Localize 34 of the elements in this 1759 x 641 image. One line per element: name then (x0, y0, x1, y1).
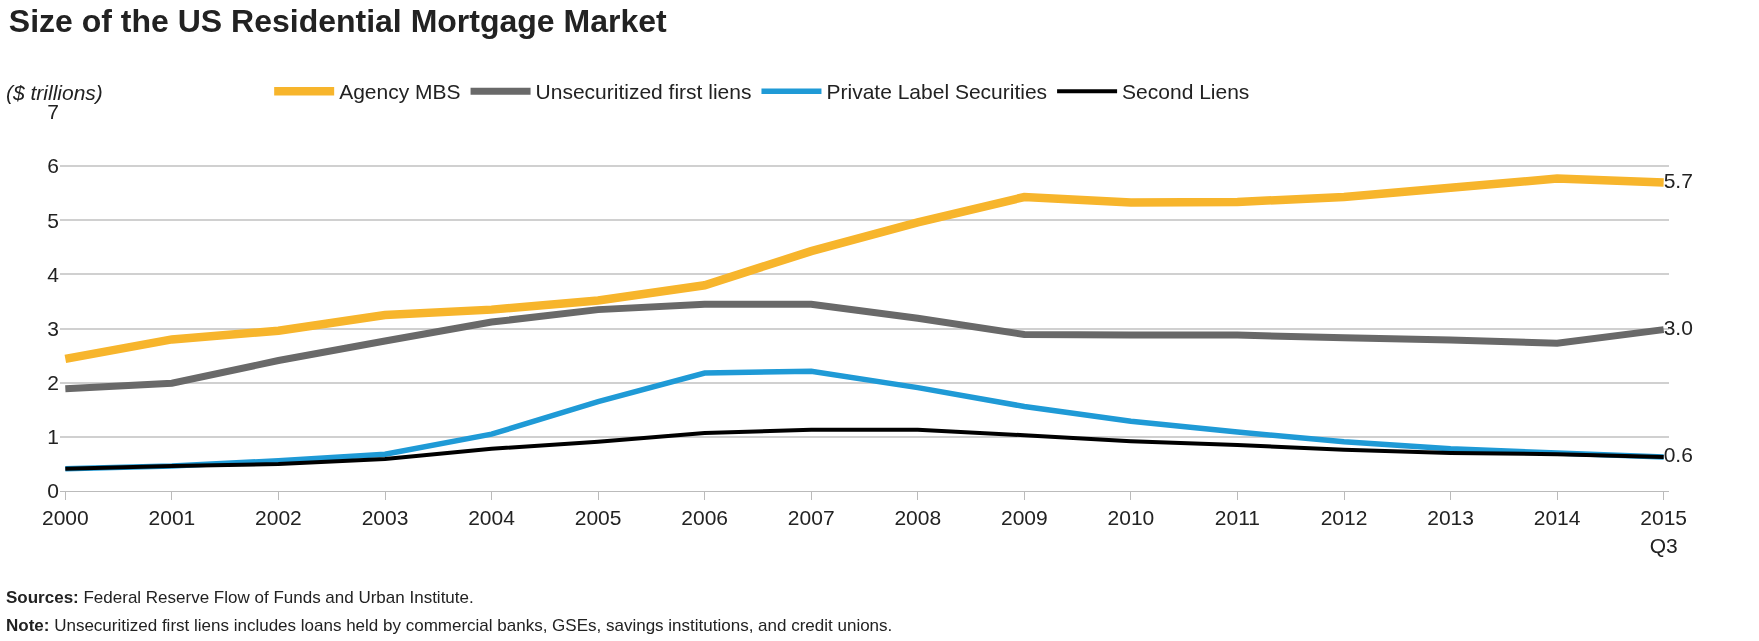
y-tick-label: 2 (47, 371, 59, 395)
x-tick-label: 2001 (148, 506, 196, 530)
y-tick-label: 0 (47, 479, 59, 503)
legend-label: Agency MBS (339, 80, 461, 104)
x-tick-label: 2015 Q3 (1640, 506, 1688, 557)
data-label: 3.0 (1663, 315, 1693, 339)
x-tick-label: 2013 (1427, 506, 1474, 530)
x-tick-label: 2014 (1533, 506, 1581, 530)
legend-label: Private Label Securities (826, 80, 1048, 104)
x-tick-label: 2009 (1000, 506, 1048, 530)
x-tick-label: 2003 (361, 506, 409, 530)
data-label: 0.6 (1663, 443, 1693, 467)
x-tick-label: 2008 (894, 506, 942, 530)
x-tick-label: 2005 (574, 506, 622, 530)
y-tick-label: 1 (47, 425, 59, 449)
x-tick-label: 2004 (468, 506, 516, 530)
x-tick-label: 2002 (255, 506, 302, 530)
data-label: 5.7 (1663, 168, 1693, 192)
x-tick-label: 2006 (681, 506, 729, 530)
chart-title: Size of the US Residential Mortgage Market (8, 3, 668, 40)
x-tick-label: 2011 (1214, 506, 1261, 530)
x-tick-label: 2000 (41, 506, 89, 530)
line-series (63, 427, 1666, 471)
y-tick-label: 6 (47, 154, 59, 178)
y-tick-label: 5 (47, 208, 59, 232)
legend-label: Unsecuritized first liens (535, 80, 752, 104)
text: Note: Unsecuritized first liens includes loans held by commercial banks, GSEs, savings institutions, and credit unions. (6, 616, 893, 635)
y-tick-label: 3 (47, 316, 59, 340)
x-tick-label: 2010 (1107, 506, 1155, 530)
legend-label: Second Liens (1122, 80, 1250, 104)
source-note: Sources: Federal Reserve Flow of Funds and Urban Institute. (6, 588, 474, 607)
x-tick-label: 2007 (787, 506, 835, 530)
y-tick-label: 4 (47, 262, 60, 286)
x-tick-label: 2012 (1320, 506, 1368, 530)
